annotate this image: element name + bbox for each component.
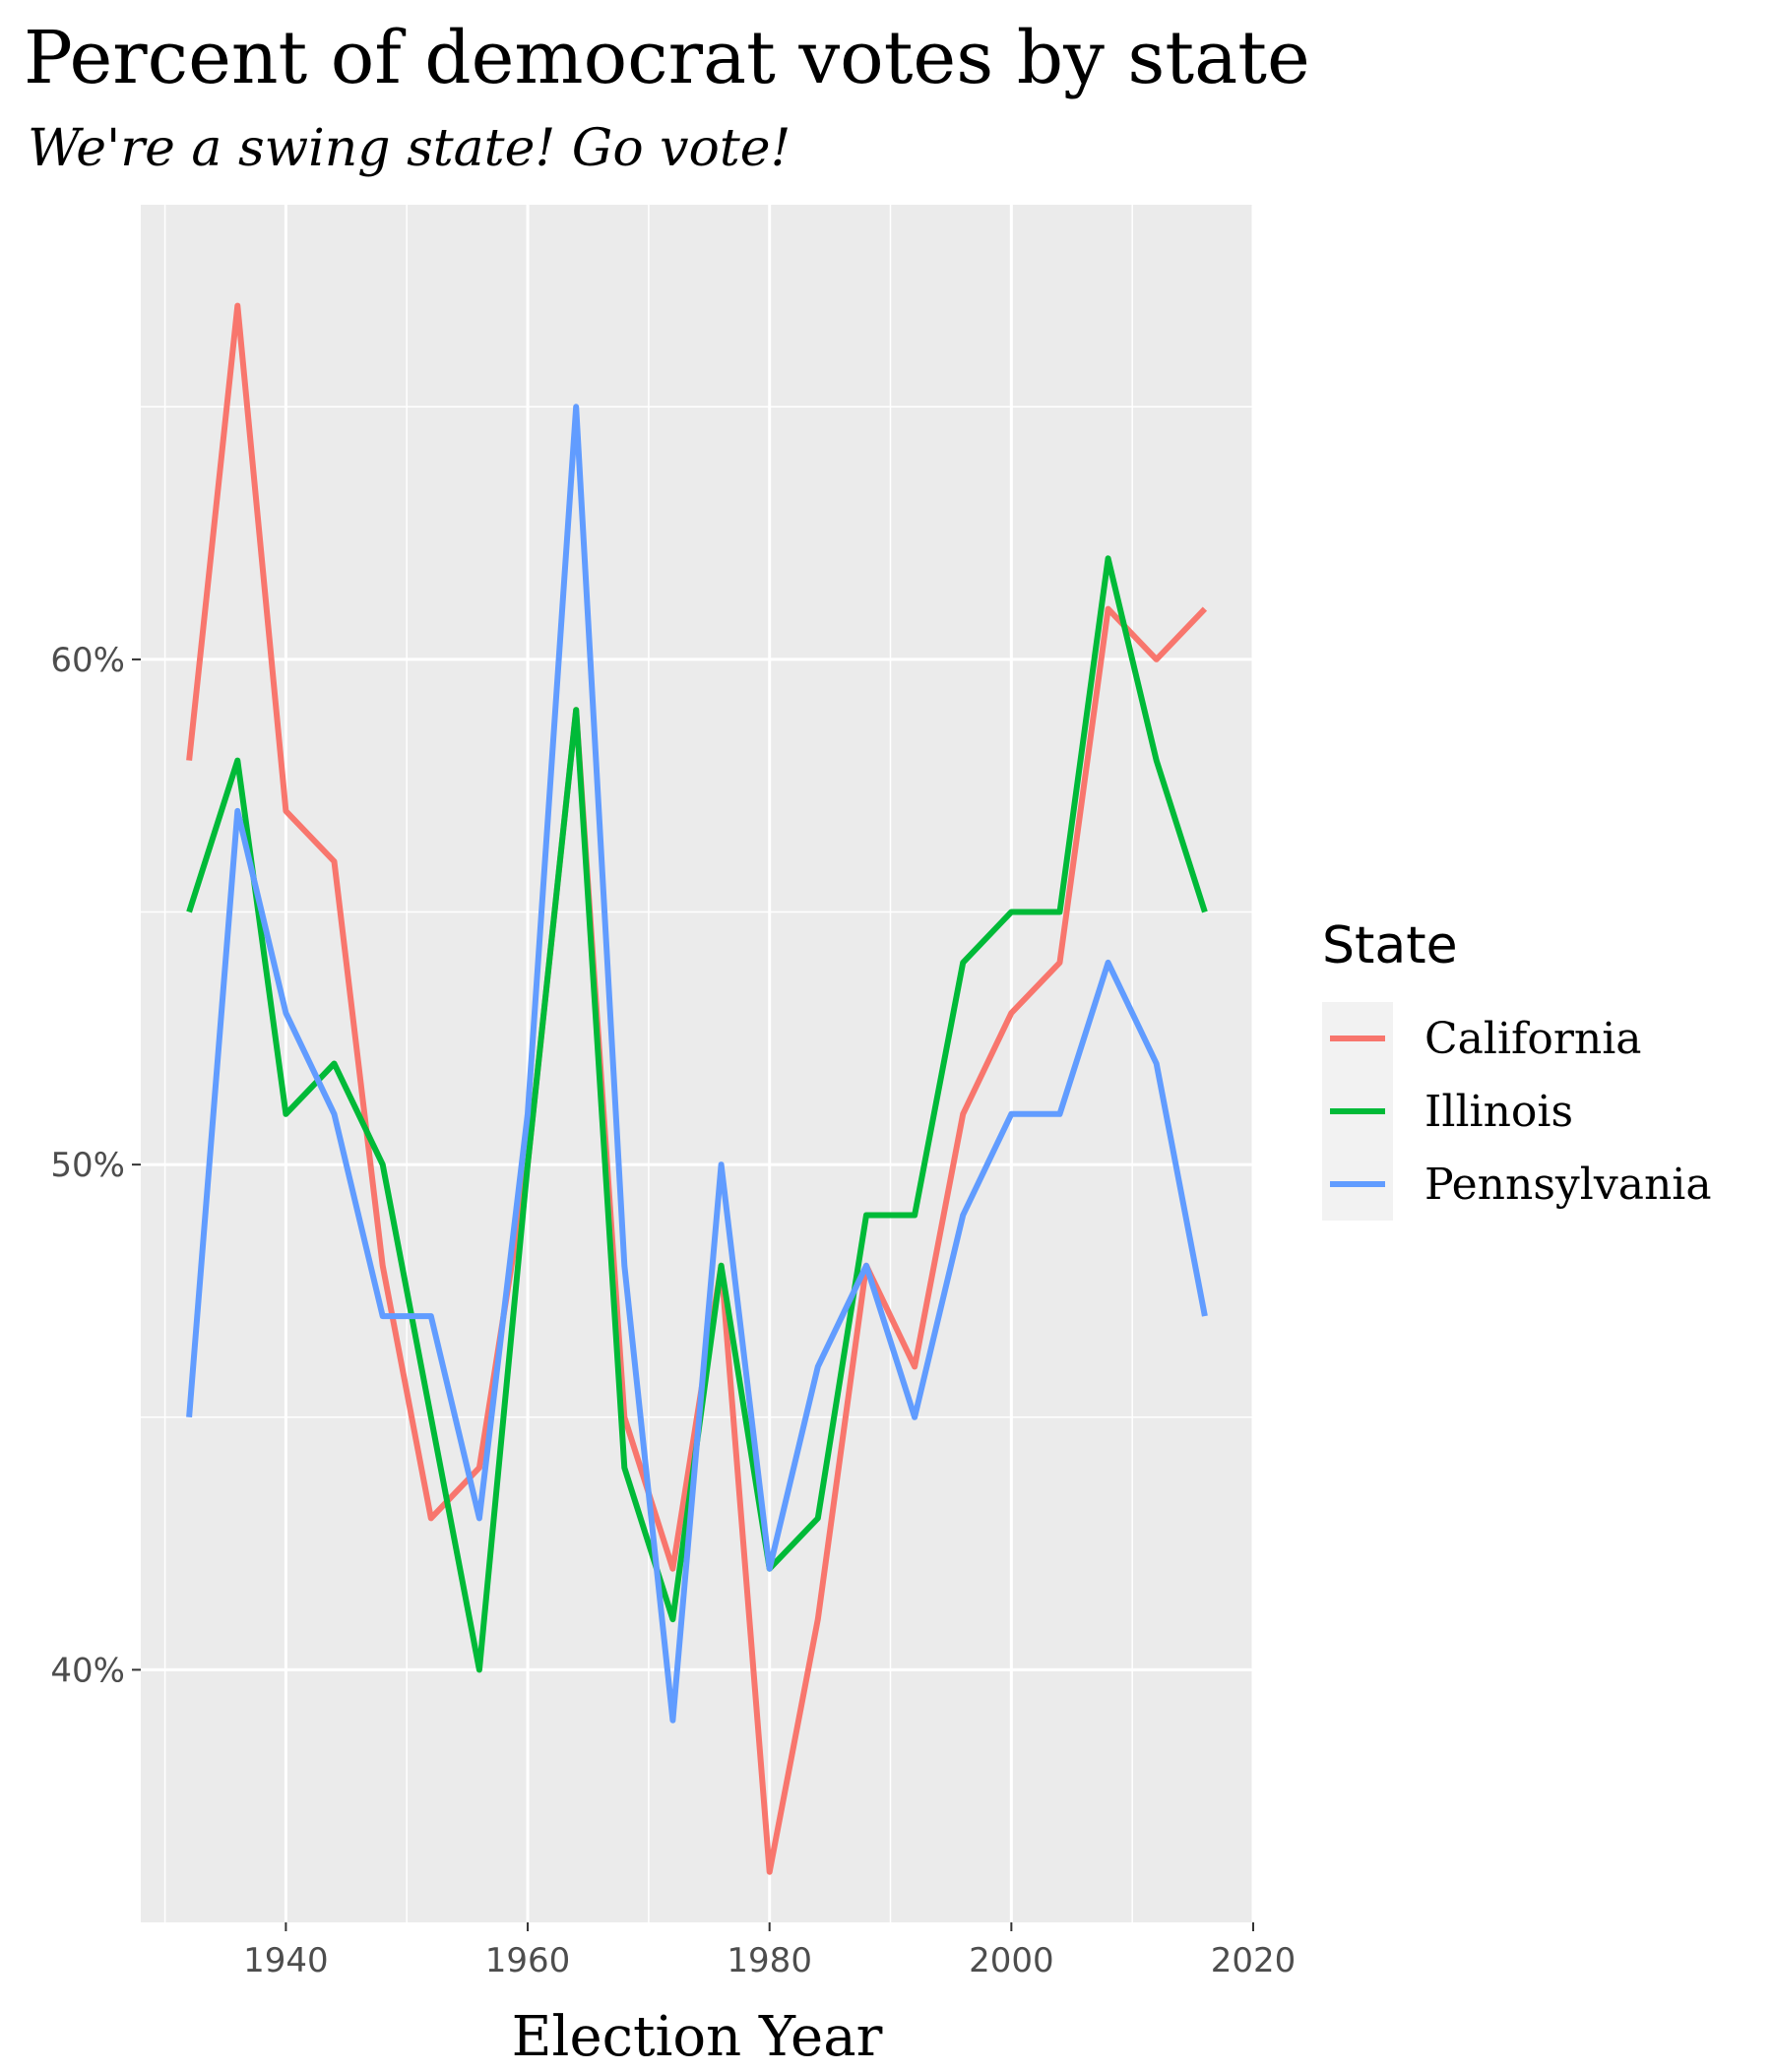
- major-gridlines: [141, 205, 1255, 1922]
- series-line-pennsylvania: [186, 404, 1208, 1724]
- series-lines: [186, 302, 1208, 1875]
- x-tick-label: 2020: [1211, 1941, 1297, 1980]
- x-tick-label: 2000: [969, 1941, 1054, 1980]
- legend-title: State: [1322, 916, 1458, 975]
- x-axis: 1940 1960 1980 2000 2020: [243, 1922, 1296, 1980]
- legend-items: California Illinois Pennsylvania: [1330, 1014, 1712, 1210]
- legend-label-illinois: Illinois: [1424, 1087, 1573, 1137]
- x-tick-label: 1960: [485, 1941, 571, 1980]
- chart-subtitle: We're a swing state! Go vote!: [28, 119, 791, 178]
- plot-panel: [141, 205, 1253, 1922]
- x-axis-title: Election Year: [512, 2005, 883, 2067]
- y-tick-label: 60%: [50, 641, 125, 680]
- x-tick-label: 1980: [727, 1941, 812, 1980]
- chart-title: Percent of democrat votes by state: [24, 16, 1310, 100]
- legend-label-pennsylvania: Pennsylvania: [1424, 1160, 1712, 1210]
- legend: State California Illinois Pennsylvania: [1322, 916, 1712, 1221]
- y-tick-label: 50%: [50, 1146, 125, 1185]
- x-tick-label: 1940: [243, 1941, 329, 1980]
- y-axis: 40% 50% 60%: [50, 641, 141, 1690]
- y-tick-label: 40%: [50, 1651, 125, 1690]
- legend-label-california: California: [1424, 1014, 1642, 1064]
